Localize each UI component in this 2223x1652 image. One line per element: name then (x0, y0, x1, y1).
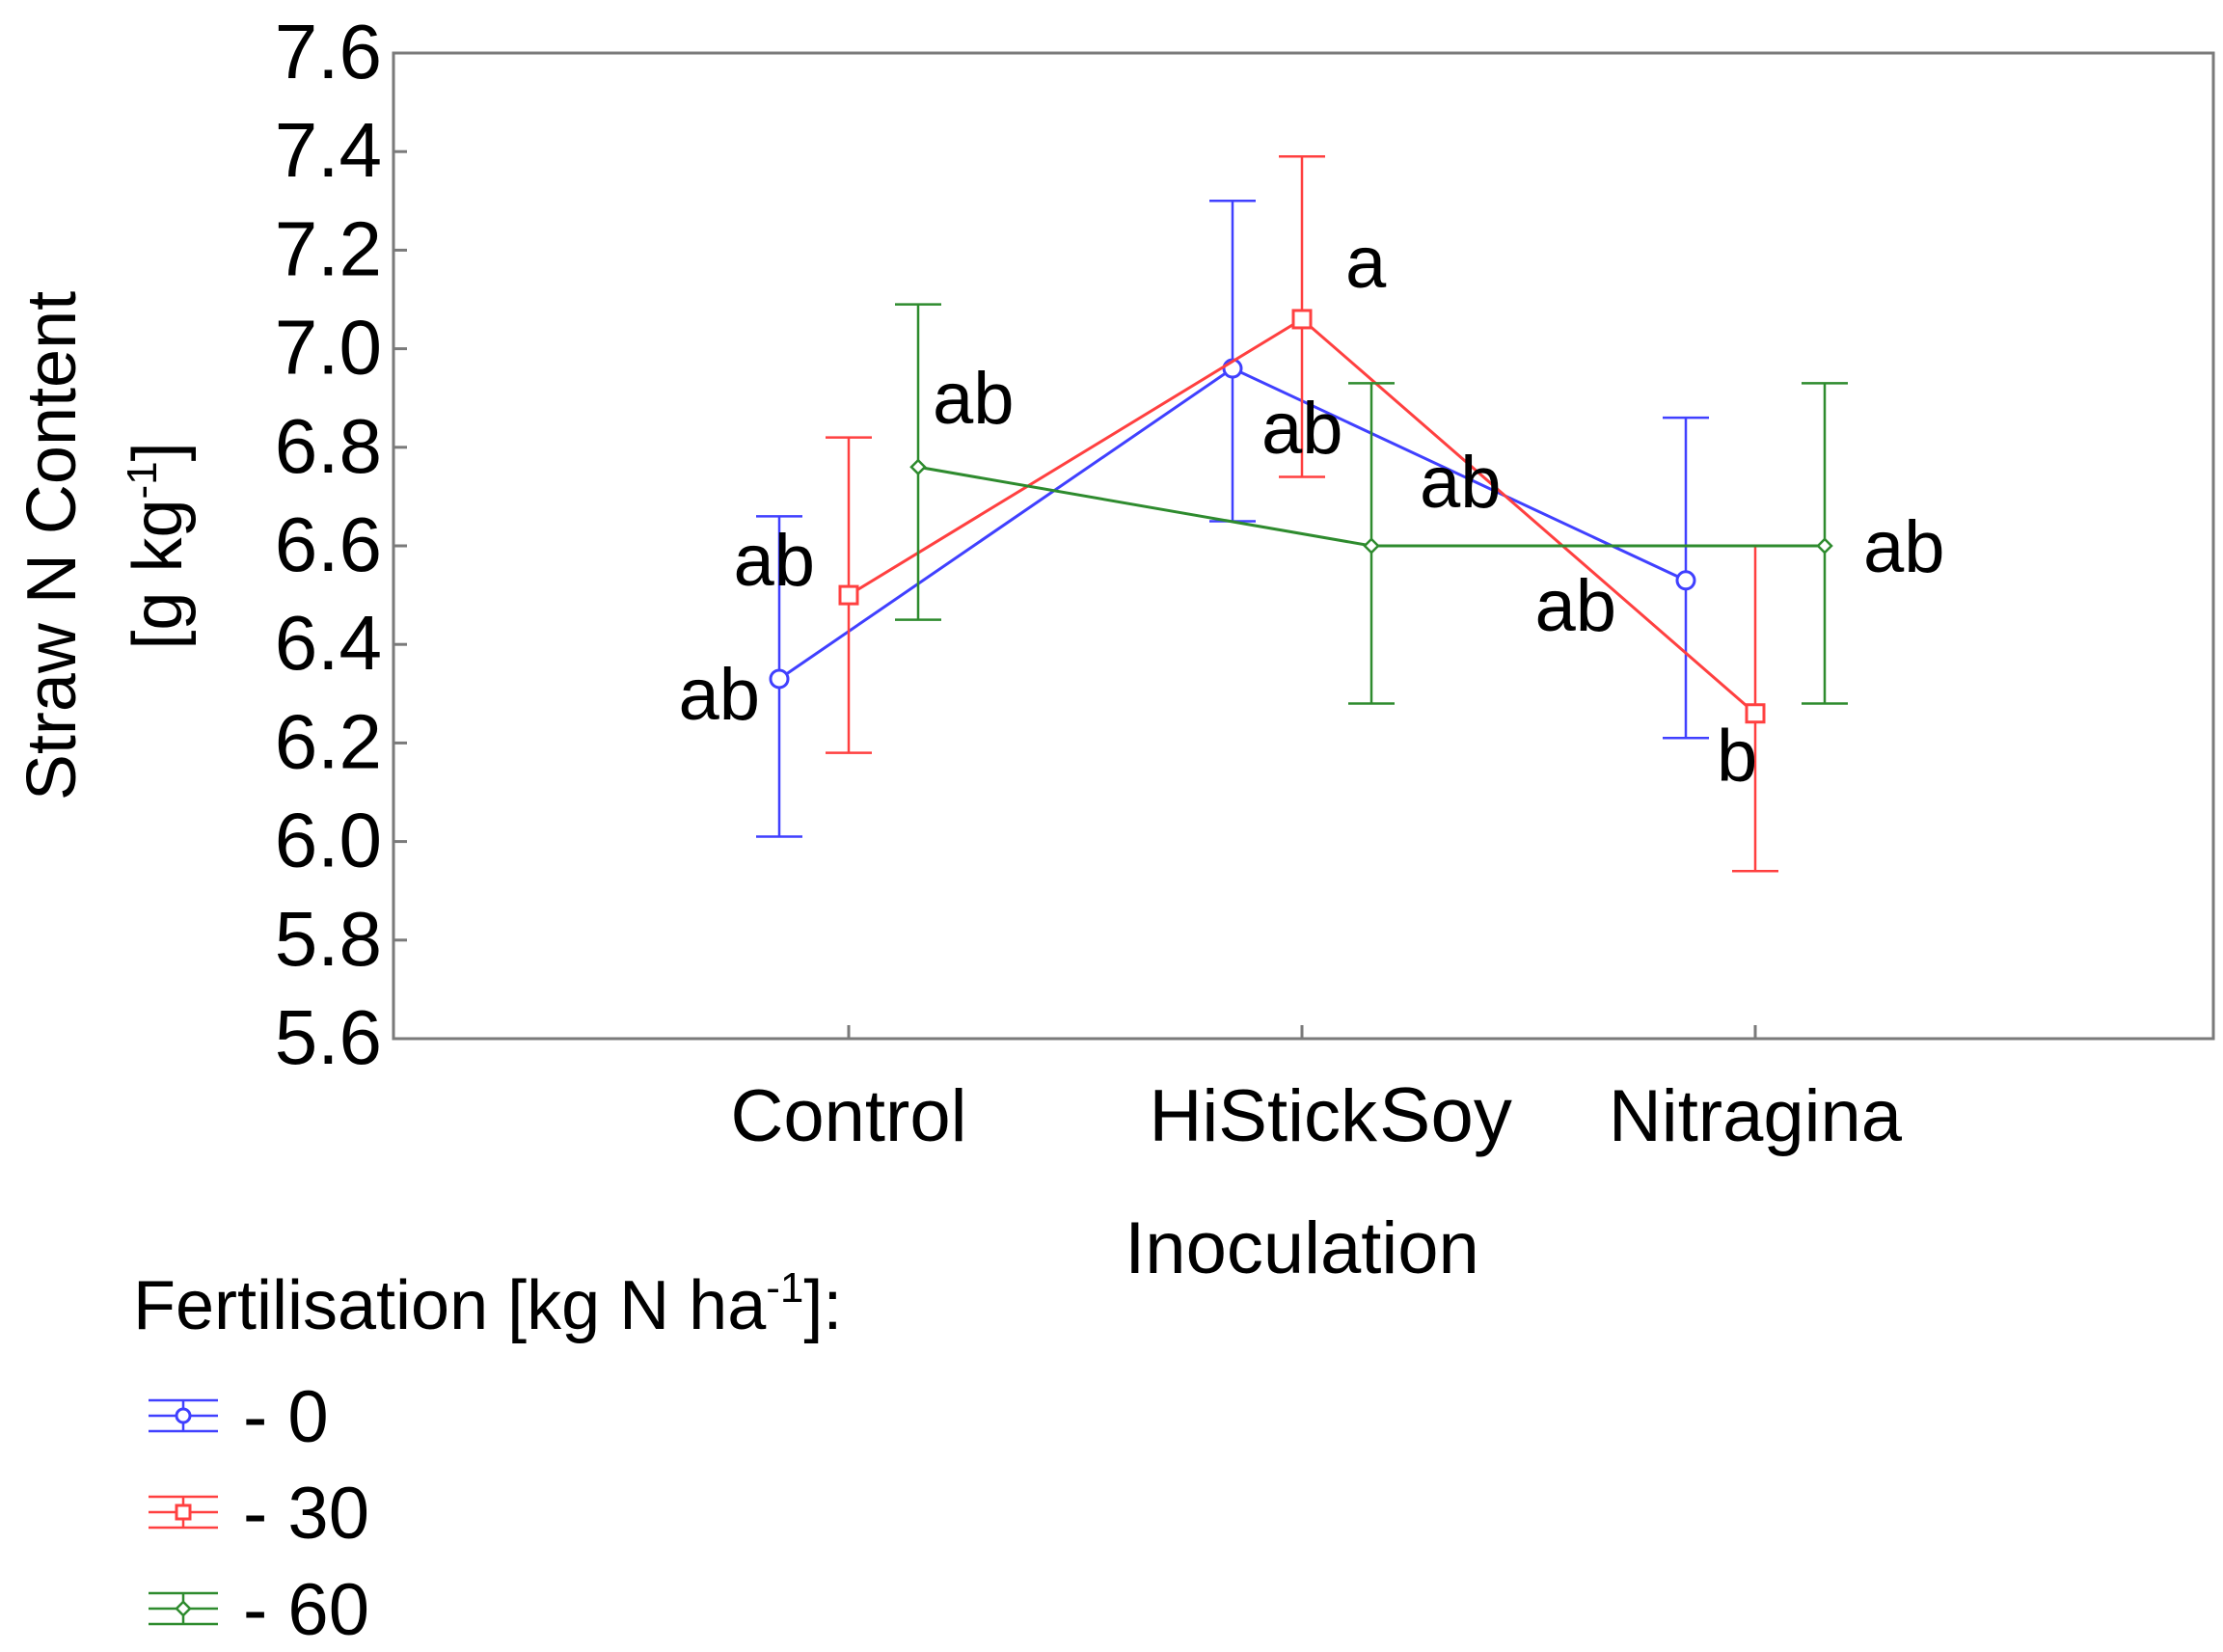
y-tick-label: 5.8 (275, 896, 382, 982)
legend-item: - 30 (149, 1473, 369, 1555)
significance-label: ab (933, 358, 1015, 440)
data-point (1816, 537, 1833, 555)
legend-title: Fertilisation [kg N ha-1]: (133, 1264, 842, 1344)
y-tick-label: 6.8 (275, 403, 382, 489)
significance-label: ab (678, 654, 760, 736)
data-point (909, 458, 927, 476)
y-tick-label: 7.0 (275, 305, 382, 391)
x-tick-label-suffix: Soy (1379, 1071, 1512, 1157)
y-tick-label: 7.4 (275, 107, 382, 193)
data-point (1675, 570, 1696, 591)
y-tick-label: 6.0 (275, 798, 382, 883)
data-point (838, 584, 859, 606)
y-axis: 5.6 5.8 6.0 6.2 6.4 6.6 6.8 7.0 7.2 7.4 7.6 (275, 9, 407, 1080)
significance-label: ab (1863, 506, 1945, 588)
x-axis: Control HiStick Soy Nitragina (731, 1025, 1903, 1157)
legend-item: - 60 (149, 1569, 369, 1651)
legend-item: - 0 (149, 1376, 329, 1458)
legend-swatch-marker (175, 1407, 192, 1424)
y-tick-label: 5.6 (275, 994, 382, 1080)
legend-label: - 60 (243, 1569, 369, 1651)
x-tick-label: Nitragina (1609, 1075, 1903, 1157)
series-2 (895, 303, 1848, 705)
legend-swatch-marker (175, 1600, 192, 1617)
x-axis-label: Inoculation (1125, 1207, 1479, 1289)
significance-label: a (1345, 222, 1387, 304)
series-0 (756, 200, 1709, 838)
significance-label: ab (1261, 388, 1343, 470)
data-point (1291, 309, 1313, 330)
data-point (1745, 703, 1766, 724)
y-tick-label: 6.6 (275, 501, 382, 587)
y-tick-label: 6.2 (275, 698, 382, 784)
legend-swatch-marker (175, 1503, 192, 1521)
series-layer (756, 155, 1848, 873)
significance-label: ab (1534, 565, 1616, 647)
series-1 (826, 155, 1778, 873)
significance-label: ab (1420, 442, 1502, 524)
y-tick-label: 6.4 (275, 600, 382, 686)
significance-label: ab (733, 520, 815, 602)
legend-label: - 0 (243, 1376, 329, 1458)
x-tick-label: Control (731, 1075, 967, 1157)
significance-label: b (1717, 716, 1757, 798)
legend: Fertilisation [kg N ha-1]: - 0 - 30 - 60 (133, 1264, 842, 1651)
y-axis-label-line1: Straw N Content (14, 291, 91, 800)
data-point (1363, 537, 1380, 555)
y-axis-label-line2: [g kg-1] (119, 442, 197, 649)
data-point (769, 668, 790, 690)
y-tick-label: 7.6 (275, 9, 382, 95)
x-tick-label: HiStick (1150, 1075, 1378, 1157)
legend-label: - 30 (243, 1473, 369, 1555)
y-tick-label: 7.2 (275, 205, 382, 291)
